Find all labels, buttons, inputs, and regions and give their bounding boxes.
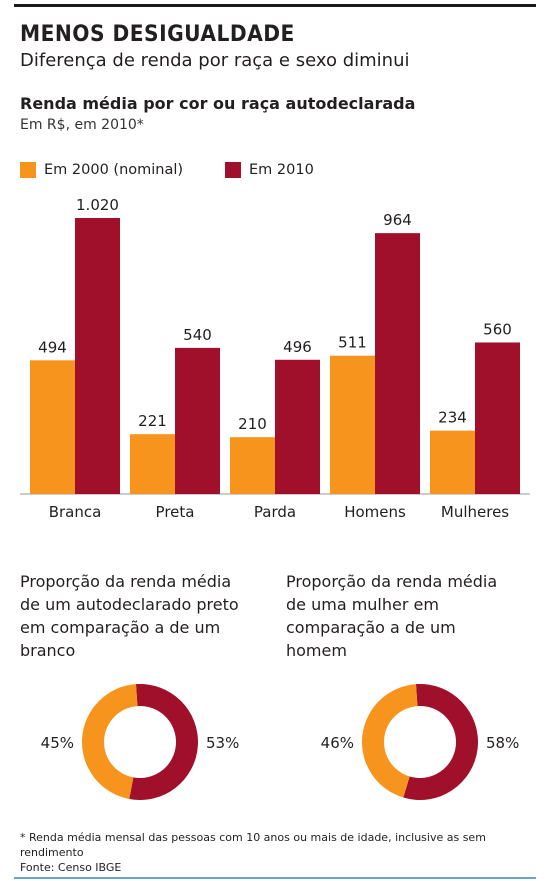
bar-chart: 494 1.020 Branca 221 540 Preta 210 496 Parda 511 9… (20, 196, 530, 521)
donut-label: 45% (41, 734, 74, 752)
bar-value-label: 560 (483, 320, 512, 338)
bar (175, 347, 220, 494)
bar (475, 342, 520, 494)
bar-value-label: 221 (138, 412, 167, 430)
page-title: MENOS DESIGUALDADE (20, 22, 295, 47)
x-tick-label: Homens (344, 503, 406, 521)
bar (75, 217, 120, 494)
bar (375, 233, 420, 494)
bar-chart-unit: Em R$, em 2010* (20, 117, 144, 133)
x-tick-label: Mulheres (441, 503, 509, 521)
donut-label: 53% (206, 734, 239, 752)
bar-value-label: 210 (238, 415, 267, 433)
bar-value-label: 494 (38, 338, 67, 356)
bar-chart-title: Renda média por cor ou raça autodeclarad… (20, 94, 416, 113)
bar (330, 355, 375, 494)
donut-label: 58% (486, 734, 519, 752)
bottom-rule (14, 877, 536, 879)
footnote: * Renda média mensal das pessoas com 10 … (20, 830, 545, 875)
donut-slice (129, 684, 198, 800)
bar-value-label: 964 (383, 211, 412, 229)
bar-value-label: 511 (338, 334, 367, 352)
legend-swatch-2010 (225, 162, 241, 178)
donut-label: 46% (321, 734, 354, 752)
footnote-text: * Renda média mensal das pessoas com 10 … (20, 831, 486, 859)
bar-value-label: 234 (438, 409, 467, 427)
x-tick-label: Parda (254, 503, 296, 521)
legend-label-2000: Em 2000 (nominal) (44, 162, 184, 178)
x-tick-label: Preta (156, 503, 195, 521)
donut-chart-gender: 46% 58% (321, 684, 519, 800)
source-text: Fonte: Censo IBGE (20, 861, 122, 874)
bar (30, 360, 75, 494)
donut-slice (81, 684, 138, 799)
x-tick-label: Branca (49, 503, 102, 521)
bar (430, 430, 475, 494)
donut-slice (362, 684, 418, 798)
bar-value-label: 540 (183, 326, 212, 344)
legend-label-2010: Em 2010 (249, 162, 314, 178)
donut-slice (403, 684, 478, 800)
top-rule (14, 4, 536, 7)
bar (130, 434, 175, 494)
legend-item-2010: Em 2010 (225, 162, 314, 178)
legend-swatch-2000 (20, 162, 36, 178)
donut-title-race: Proporção da renda média de um autodecla… (20, 572, 239, 660)
bar (275, 359, 320, 494)
bar (230, 437, 275, 494)
bar-value-label: 496 (283, 338, 312, 356)
bar-value-label: 1.020 (76, 196, 119, 214)
donut-chart-race: 45% 53% (41, 684, 239, 800)
page-subtitle: Diferença de renda por raça e sexo dimin… (20, 50, 410, 71)
legend-item-2000: Em 2000 (nominal) (20, 162, 183, 178)
donut-title-gender: Proporção da renda média de uma mulher e… (286, 572, 498, 660)
